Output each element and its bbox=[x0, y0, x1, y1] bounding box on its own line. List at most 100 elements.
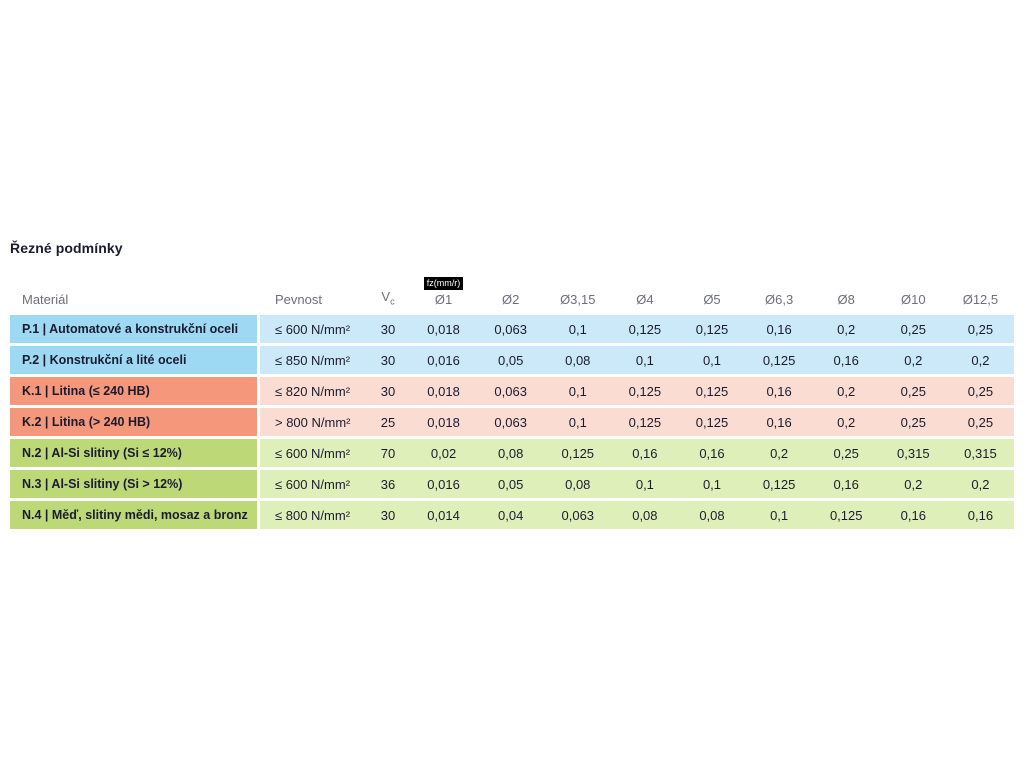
fz-value-cell: 0,08 bbox=[611, 501, 679, 529]
fz-value-cell: 0,125 bbox=[611, 408, 679, 436]
fz-value-cell: 0,08 bbox=[678, 501, 746, 529]
fz-value-cell: 0,25 bbox=[879, 315, 947, 343]
table-row: N.4 | Měď, slitiny mědi, mosaz a bronz ≤ … bbox=[10, 501, 1014, 529]
fz-value-cell: 0,1 bbox=[678, 346, 746, 374]
header-diameter-3: Ø3,15 bbox=[544, 274, 611, 312]
table-row: K.1 | Litina (≤ 240 HB) ≤ 820 N/mm² 30 0,01… bbox=[10, 377, 1014, 405]
header-diameter-label: Ø6,3 bbox=[765, 292, 794, 307]
fz-value-cell: 0,1 bbox=[678, 470, 746, 498]
fz-value-cell: 0,16 bbox=[946, 501, 1014, 529]
header-diameter-4: Ø4 bbox=[611, 274, 678, 312]
fz-value-cell: 0,018 bbox=[410, 315, 478, 343]
strength-cell: ≤ 600 N/mm² bbox=[260, 439, 366, 467]
fz-value-cell: 0,16 bbox=[812, 346, 880, 374]
fz-value-cell: 0,2 bbox=[879, 346, 947, 374]
fz-value-cell: 0,125 bbox=[678, 315, 746, 343]
fz-value-cell: 0,2 bbox=[946, 346, 1014, 374]
fz-value-cell: 0,1 bbox=[611, 470, 679, 498]
vc-cell: 70 bbox=[366, 439, 410, 467]
page-title: Řezné podmínky bbox=[10, 240, 123, 256]
fz-value-cell: 0,125 bbox=[812, 501, 880, 529]
fz-value-cell: 0,016 bbox=[410, 470, 478, 498]
material-cell: P.2 | Konstrukční a lité oceli bbox=[10, 346, 260, 374]
header-diameter-label: Ø8 bbox=[837, 292, 855, 307]
header-diameter-label: Ø3,15 bbox=[560, 292, 596, 307]
cutting-conditions-table: Materiál Pevnost Vc fz(mm/r) Ø1 Ø2 Ø3,15 Ø4 Ø… bbox=[10, 271, 1014, 532]
header-row: Materiál Pevnost Vc fz(mm/r) Ø1 Ø2 Ø3,15 Ø4 Ø… bbox=[10, 274, 1014, 312]
material-cell: N.4 | Měď, slitiny mědi, mosaz a bronz bbox=[10, 501, 260, 529]
fz-value-cell: 0,1 bbox=[544, 377, 612, 405]
page: Řezné podmínky Materiál Pevnost Vc fz(mm… bbox=[10, 240, 1014, 532]
fz-unit-badge: fz(mm/r) bbox=[423, 277, 464, 290]
fz-value-cell: 0,02 bbox=[410, 439, 478, 467]
table-row: P.2 | Konstrukční a lité oceli ≤ 850 N/mm… bbox=[10, 346, 1014, 374]
fz-value-cell: 0,04 bbox=[477, 501, 545, 529]
header-diameter-label: Ø5 bbox=[703, 292, 721, 307]
header-diameter-label: Ø10 bbox=[901, 292, 926, 307]
header-strength: Pevnost bbox=[275, 292, 322, 307]
vc-label: V bbox=[381, 289, 391, 305]
fz-value-cell: 0,2 bbox=[812, 408, 880, 436]
fz-value-cell: 0,1 bbox=[745, 501, 813, 529]
vc-cell: 36 bbox=[366, 470, 410, 498]
vc-cell: 25 bbox=[366, 408, 410, 436]
fz-value-cell: 0,2 bbox=[812, 377, 880, 405]
fz-value-cell: 0,014 bbox=[410, 501, 478, 529]
fz-value-cell: 0,2 bbox=[946, 470, 1014, 498]
fz-value-cell: 0,016 bbox=[410, 346, 478, 374]
fz-value-cell: 0,125 bbox=[745, 346, 813, 374]
fz-value-cell: 0,05 bbox=[477, 470, 545, 498]
material-cell: N.3 | Al-Si slitiny (Si > 12%) bbox=[10, 470, 260, 498]
header-diameter-9: Ø12,5 bbox=[947, 274, 1014, 312]
fz-value-cell: 0,125 bbox=[611, 377, 679, 405]
fz-value-cell: 0,05 bbox=[477, 346, 545, 374]
vc-cell: 30 bbox=[366, 501, 410, 529]
fz-value-cell: 0,125 bbox=[678, 377, 746, 405]
table-row: K.2 | Litina (> 240 HB) > 800 N/mm² 25 0,01… bbox=[10, 408, 1014, 436]
material-cell: K.1 | Litina (≤ 240 HB) bbox=[10, 377, 260, 405]
strength-cell: ≤ 850 N/mm² bbox=[260, 346, 366, 374]
fz-value-cell: 0,08 bbox=[544, 470, 612, 498]
header-diameter-7: Ø8 bbox=[813, 274, 880, 312]
fz-value-cell: 0,125 bbox=[544, 439, 612, 467]
strength-cell: ≤ 600 N/mm² bbox=[260, 470, 366, 498]
table-row: P.1 | Automatové a konstrukční oceli ≤ 60… bbox=[10, 315, 1014, 343]
table-row: N.3 | Al-Si slitiny (Si > 12%) ≤ 600 N/mm… bbox=[10, 470, 1014, 498]
header-diameter-8: Ø10 bbox=[880, 274, 947, 312]
fz-value-cell: 0,16 bbox=[745, 408, 813, 436]
strength-cell: > 800 N/mm² bbox=[260, 408, 366, 436]
table-body: P.1 | Automatové a konstrukční oceli ≤ 60… bbox=[10, 315, 1014, 529]
fz-value-cell: 0,08 bbox=[544, 346, 612, 374]
fz-value-cell: 0,25 bbox=[946, 408, 1014, 436]
fz-value-cell: 0,08 bbox=[477, 439, 545, 467]
fz-value-cell: 0,1 bbox=[544, 315, 612, 343]
strength-cell: ≤ 820 N/mm² bbox=[260, 377, 366, 405]
material-cell: N.2 | Al-Si slitiny (Si ≤ 12%) bbox=[10, 439, 260, 467]
strength-cell: ≤ 600 N/mm² bbox=[260, 315, 366, 343]
fz-value-cell: 0,1 bbox=[611, 346, 679, 374]
fz-value-cell: 0,16 bbox=[611, 439, 679, 467]
header-material: Materiál bbox=[22, 292, 69, 307]
material-cell: P.1 | Automatové a konstrukční oceli bbox=[10, 315, 260, 343]
fz-value-cell: 0,25 bbox=[946, 377, 1014, 405]
fz-value-cell: 0,063 bbox=[477, 408, 545, 436]
fz-value-cell: 0,1 bbox=[544, 408, 612, 436]
fz-value-cell: 0,25 bbox=[812, 439, 880, 467]
header-diameter-label: Ø12,5 bbox=[962, 292, 999, 307]
header-diameter-2: Ø2 bbox=[477, 274, 544, 312]
fz-value-cell: 0,25 bbox=[946, 315, 1014, 343]
fz-value-cell: 0,16 bbox=[812, 470, 880, 498]
fz-value-cell: 0,063 bbox=[544, 501, 612, 529]
fz-value-cell: 0,315 bbox=[879, 439, 947, 467]
header-vc: Vc bbox=[366, 274, 410, 312]
material-cell: K.2 | Litina (> 240 HB) bbox=[10, 408, 260, 436]
fz-value-cell: 0,16 bbox=[745, 377, 813, 405]
vc-cell: 30 bbox=[366, 377, 410, 405]
header-diameter-label: Ø2 bbox=[501, 292, 520, 307]
table-row: N.2 | Al-Si slitiny (Si ≤ 12%) ≤ 600 N/mm… bbox=[10, 439, 1014, 467]
fz-value-cell: 0,063 bbox=[477, 315, 545, 343]
fz-value-cell: 0,315 bbox=[946, 439, 1014, 467]
header-diameter-5: Ø5 bbox=[678, 274, 745, 312]
fz-value-cell: 0,125 bbox=[678, 408, 746, 436]
header-diameter-1: fz(mm/r) Ø1 bbox=[410, 274, 477, 312]
